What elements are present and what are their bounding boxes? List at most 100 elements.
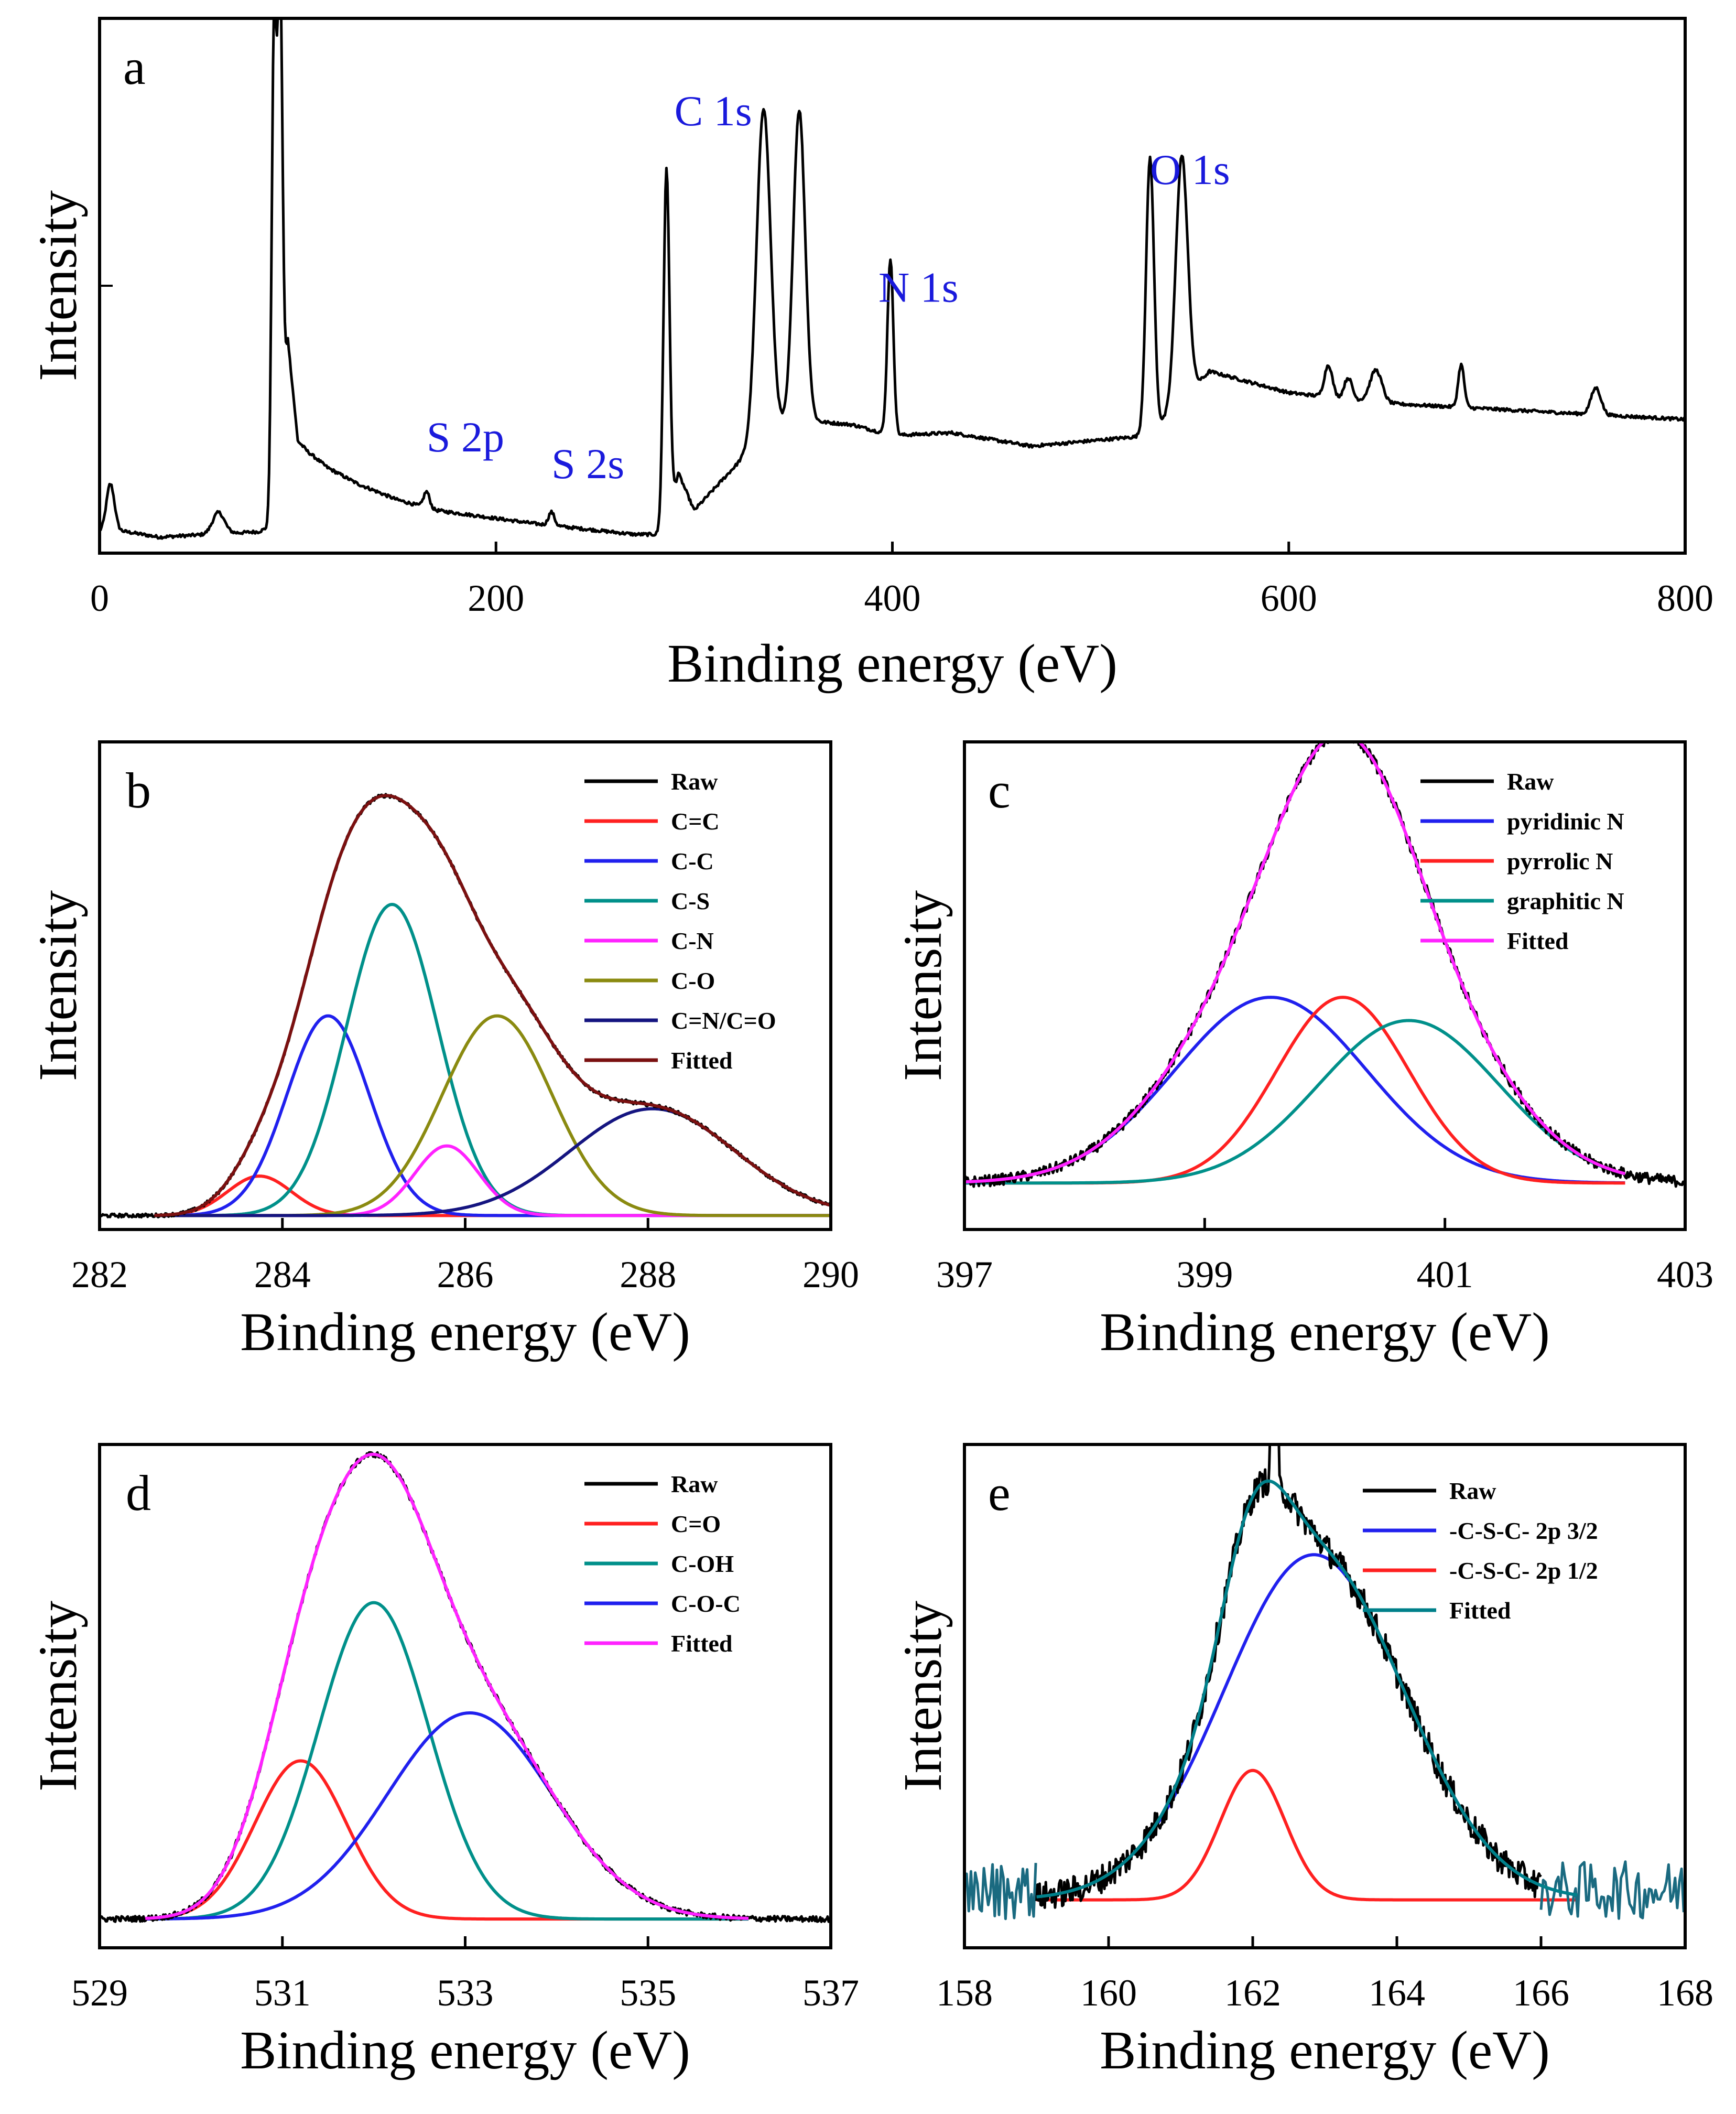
y-axis-title: Intensity <box>28 890 88 1081</box>
plot-area <box>964 742 1685 1188</box>
x-tick-label-164: 164 <box>1369 1972 1425 2014</box>
chart-panel-e: Raw -C-S-C- 2p 3/2 -C-S-C- 2p 1/2 Fitted 158… <box>893 1443 1713 2080</box>
panel-label-a: a <box>123 39 146 95</box>
x-tick-label-284: 284 <box>254 1254 311 1296</box>
legend-label-pyrrolic-n: pyrrolic N <box>1507 848 1613 875</box>
legend-label-fitted: Fitted <box>671 1047 733 1074</box>
component-curve-c-o-c <box>145 1711 749 1921</box>
x-tick-label-166: 166 <box>1513 1972 1569 2014</box>
x-tick-label-800: 800 <box>1657 577 1713 619</box>
raw-tail-0 <box>964 1862 1037 1921</box>
raw-curve <box>964 742 1685 1188</box>
x-tick-label-401: 401 <box>1417 1254 1473 1296</box>
x-tick-label-158: 158 <box>936 1972 993 2014</box>
legend-label-c-c: C-C <box>671 848 714 875</box>
plot-area <box>100 1451 831 1923</box>
legend-label-raw: Raw <box>671 1471 718 1497</box>
component-curve-pyridinic-n <box>964 996 1626 1184</box>
x-tick-label-168: 168 <box>1657 1972 1713 2014</box>
legend-label-c-o-c: C-O-C <box>671 1590 741 1617</box>
legend-label-raw: Raw <box>1449 1477 1496 1504</box>
component-curve-c-n-c-o <box>154 1107 831 1217</box>
x-tick-label-403: 403 <box>1657 1254 1713 1296</box>
chart-panel-a: C 1s N 1s O 1s S 2p S 2s 0 200 400 600 800 Binding… <box>28 17 1713 694</box>
x-axis-title: Binding energy (eV) <box>1100 2020 1550 2080</box>
component-curve-c-c <box>154 1174 831 1217</box>
chart-panel-c: Raw pyridinic N pyrrolic N graphitic N Fitte… <box>893 740 1713 1362</box>
component-curve-graphitic-n <box>964 1019 1626 1185</box>
legend-label-raw: Raw <box>1507 768 1554 795</box>
component-curve-c-n <box>154 1144 831 1217</box>
legend-label-c-o: C=O <box>671 1511 721 1537</box>
legend-label--c-s-c-2p-3-2: -C-S-C- 2p 3/2 <box>1449 1517 1598 1544</box>
annotation-c-1s: C 1s <box>675 87 752 135</box>
x-tick-label-399: 399 <box>1176 1254 1233 1296</box>
fitted-curve <box>145 1452 749 1920</box>
panel-label-c: c <box>988 762 1011 818</box>
x-tick-label-397: 397 <box>936 1254 993 1296</box>
legend-label-fitted: Fitted <box>671 1630 733 1657</box>
x-tick-label-533: 533 <box>437 1972 494 2014</box>
legend-label-c-n: C-N <box>671 927 714 954</box>
legend-label-c-oh: C-OH <box>671 1550 734 1577</box>
legend-label-fitted: Fitted <box>1449 1597 1511 1624</box>
x-tick-label-600: 600 <box>1261 577 1317 619</box>
legend-label-raw: Raw <box>671 768 718 795</box>
x-tick-label-531: 531 <box>254 1972 311 2014</box>
x-tick-label-160: 160 <box>1080 1972 1137 2014</box>
y-axis-title: Intensity <box>893 890 953 1081</box>
y-axis-title: Intensity <box>893 1601 953 1792</box>
plot-area <box>964 1444 1685 1921</box>
chart-panel-d: Raw C=O C-OH C-O-C Fitted 529 531 533 535 537 Bind… <box>28 1443 859 2080</box>
y-axis-title: Intensity <box>28 190 88 381</box>
x-tick-label-0: 0 <box>90 577 109 619</box>
raw-curve <box>100 793 831 1219</box>
raw-curve <box>100 1451 831 1923</box>
plot-area <box>100 18 1685 540</box>
x-tick-label-288: 288 <box>620 1254 676 1296</box>
survey-series-line <box>100 18 1685 540</box>
plot-area <box>100 793 831 1219</box>
x-tick-label-162: 162 <box>1224 1972 1281 2014</box>
x-tick-label-529: 529 <box>71 1972 128 2014</box>
axes-frame <box>98 1443 832 1949</box>
x-axis-title: Binding energy (eV) <box>667 633 1117 694</box>
legend-label-c-n-c-o: C=N/C=O <box>671 1007 776 1034</box>
fitted-curve <box>964 742 1626 1184</box>
x-tick-label-200: 200 <box>468 577 524 619</box>
panel-label-e: e <box>988 1465 1011 1521</box>
legend-label-graphitic-n: graphitic N <box>1507 888 1624 914</box>
panel-label-d: d <box>126 1465 151 1521</box>
legend-label-fitted: Fitted <box>1507 927 1569 954</box>
annotation-o-1s: O 1s <box>1150 146 1230 193</box>
legend-label--c-s-c-2p-1-2: -C-S-C- 2p 1/2 <box>1449 1557 1598 1584</box>
legend-label-pyridinic-n: pyridinic N <box>1507 808 1624 835</box>
annotation-s-2s: S 2s <box>551 440 624 488</box>
x-tick-label-286: 286 <box>437 1254 494 1296</box>
component-curve--c-s-c-2p-1-2 <box>1036 1768 1578 1902</box>
chart-panel-b: Raw C=C C-C C-S C-N C-O C=N/C=O Fitted 282 284 286… <box>28 740 859 1362</box>
fitted-curve <box>154 794 831 1217</box>
y-axis-title: Intensity <box>28 1601 88 1792</box>
x-tick-label-290: 290 <box>802 1254 859 1296</box>
x-axis-title: Binding energy (eV) <box>240 1302 690 1362</box>
annotation-n-1s: N 1s <box>878 264 959 311</box>
panel-label-b: b <box>126 762 151 818</box>
fitted-curve <box>1036 1479 1578 1899</box>
axes-frame <box>963 740 1687 1231</box>
legend-label-c-s: C-S <box>671 888 710 914</box>
x-tick-label-535: 535 <box>620 1972 676 2014</box>
x-axis-title: Binding energy (eV) <box>240 2020 690 2080</box>
axes-frame <box>963 1443 1687 1949</box>
annotation-s-2p: S 2p <box>427 413 504 461</box>
raw-tail-1 <box>1539 1860 1685 1920</box>
x-tick-label-537: 537 <box>802 1972 859 2014</box>
component-curve-pyrrolic-n <box>964 996 1626 1185</box>
x-axis-title: Binding energy (eV) <box>1100 1302 1550 1362</box>
legend-label-c-c: C=C <box>671 808 720 835</box>
x-tick-label-400: 400 <box>864 577 921 619</box>
x-tick-label-282: 282 <box>71 1254 128 1296</box>
component-curve-c-oh <box>145 1601 749 1921</box>
legend-label-c-o: C-O <box>671 967 715 994</box>
